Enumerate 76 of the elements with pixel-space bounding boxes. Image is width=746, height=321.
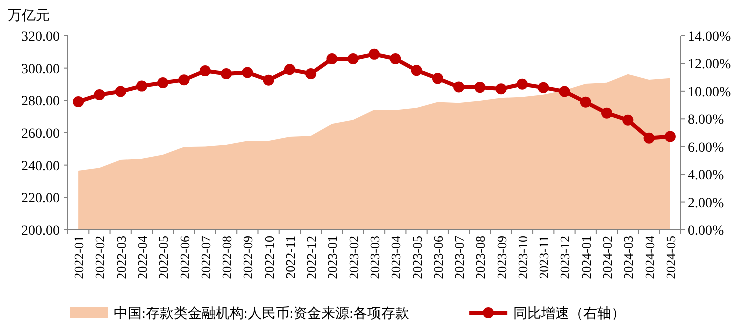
x-tick-label: 2023-06 [430,236,446,280]
y-tick-label: 220.00 [22,192,60,207]
point [369,48,380,60]
x-tick-label: 2022-01 [72,236,87,280]
point [136,80,148,92]
point [221,68,232,80]
point [602,108,613,119]
point [348,54,359,65]
x-tick-label: 2022-10 [262,236,277,280]
point [411,65,422,76]
x-tick-label: 2023-01 [325,236,340,280]
point [306,68,317,80]
x-tick-label: 2023-07 [452,236,468,280]
x-tick-label: 2024-03 [621,236,636,280]
x-tick-label: 2023-04 [388,236,404,280]
point [516,78,528,90]
x-tick-label: 2022-07 [198,236,214,280]
y-tick-label: 260.00 [22,127,60,142]
y2-tick-label: 8.00% [688,113,724,128]
x-tick-label: 2023-12 [558,236,573,280]
point [94,90,106,101]
point [432,73,444,84]
y-axis-title: 万亿元 [8,8,50,24]
point [390,54,402,65]
y-tick-label: 300.00 [22,62,60,78]
point [263,74,274,86]
y2-tick-label: 4.00% [688,168,724,184]
legend-label: 同比增速（右轴） [514,306,626,321]
y2-tick-label: 12.00% [688,58,732,73]
y2-tick-label: 10.00% [688,85,732,100]
x-tick-label: 2022-08 [220,236,235,280]
point [538,82,550,94]
point [178,74,190,86]
point [326,54,338,65]
point [242,67,254,78]
y-tick-label: 240.00 [22,159,60,174]
x-tick-label: 2023-03 [368,236,382,280]
x-tick-label: 2024-02 [600,236,616,280]
legend-label: 中国:存款类金融机构:人民币:资金来源:各项存款 [114,306,410,321]
point [474,82,486,94]
point [580,96,592,108]
point [200,66,211,77]
x-tick-label: 2022-02 [92,236,108,280]
y-tick-label: 200.00 [22,224,60,239]
x-tick-label: 2022-04 [134,236,150,280]
point [664,131,676,142]
x-tick-label: 2022-11 [282,236,298,279]
x-tick-label: 2023-05 [410,236,425,280]
point [496,84,507,95]
y2-tick-label: 2.00% [688,196,724,212]
point [622,114,634,126]
point [284,64,296,76]
point [559,86,570,98]
point [73,96,84,108]
x-tick-label: 2024-05 [663,236,678,280]
y2-tick-label: 14.00% [688,30,732,45]
x-tick-label: 2023-02 [346,236,362,280]
point [644,132,655,144]
point [115,86,126,98]
x-tick-label: 2022-03 [114,236,129,280]
x-tick-label: 2023-10 [515,236,530,280]
x-tick-label: 2022-06 [177,236,192,280]
x-tick-label: 2022-09 [240,236,256,280]
x-tick-label: 2023-08 [473,236,488,280]
x-tick-label: 2023-11 [536,236,552,279]
y2-tick-label: 0.00% [688,224,724,239]
y-tick-label: 320.00 [22,30,60,45]
y2-tick-label: 6.00% [688,140,724,156]
x-tick-label: 2023-09 [494,236,510,280]
point [158,77,169,88]
y-tick-label: 280.00 [22,94,60,110]
x-tick-label: 2022-05 [156,236,172,280]
x-tick-label: 2022-12 [304,236,320,280]
point [454,82,465,93]
x-tick-label: 2024-01 [578,236,594,280]
x-tick-label: 2024-04 [642,236,658,280]
